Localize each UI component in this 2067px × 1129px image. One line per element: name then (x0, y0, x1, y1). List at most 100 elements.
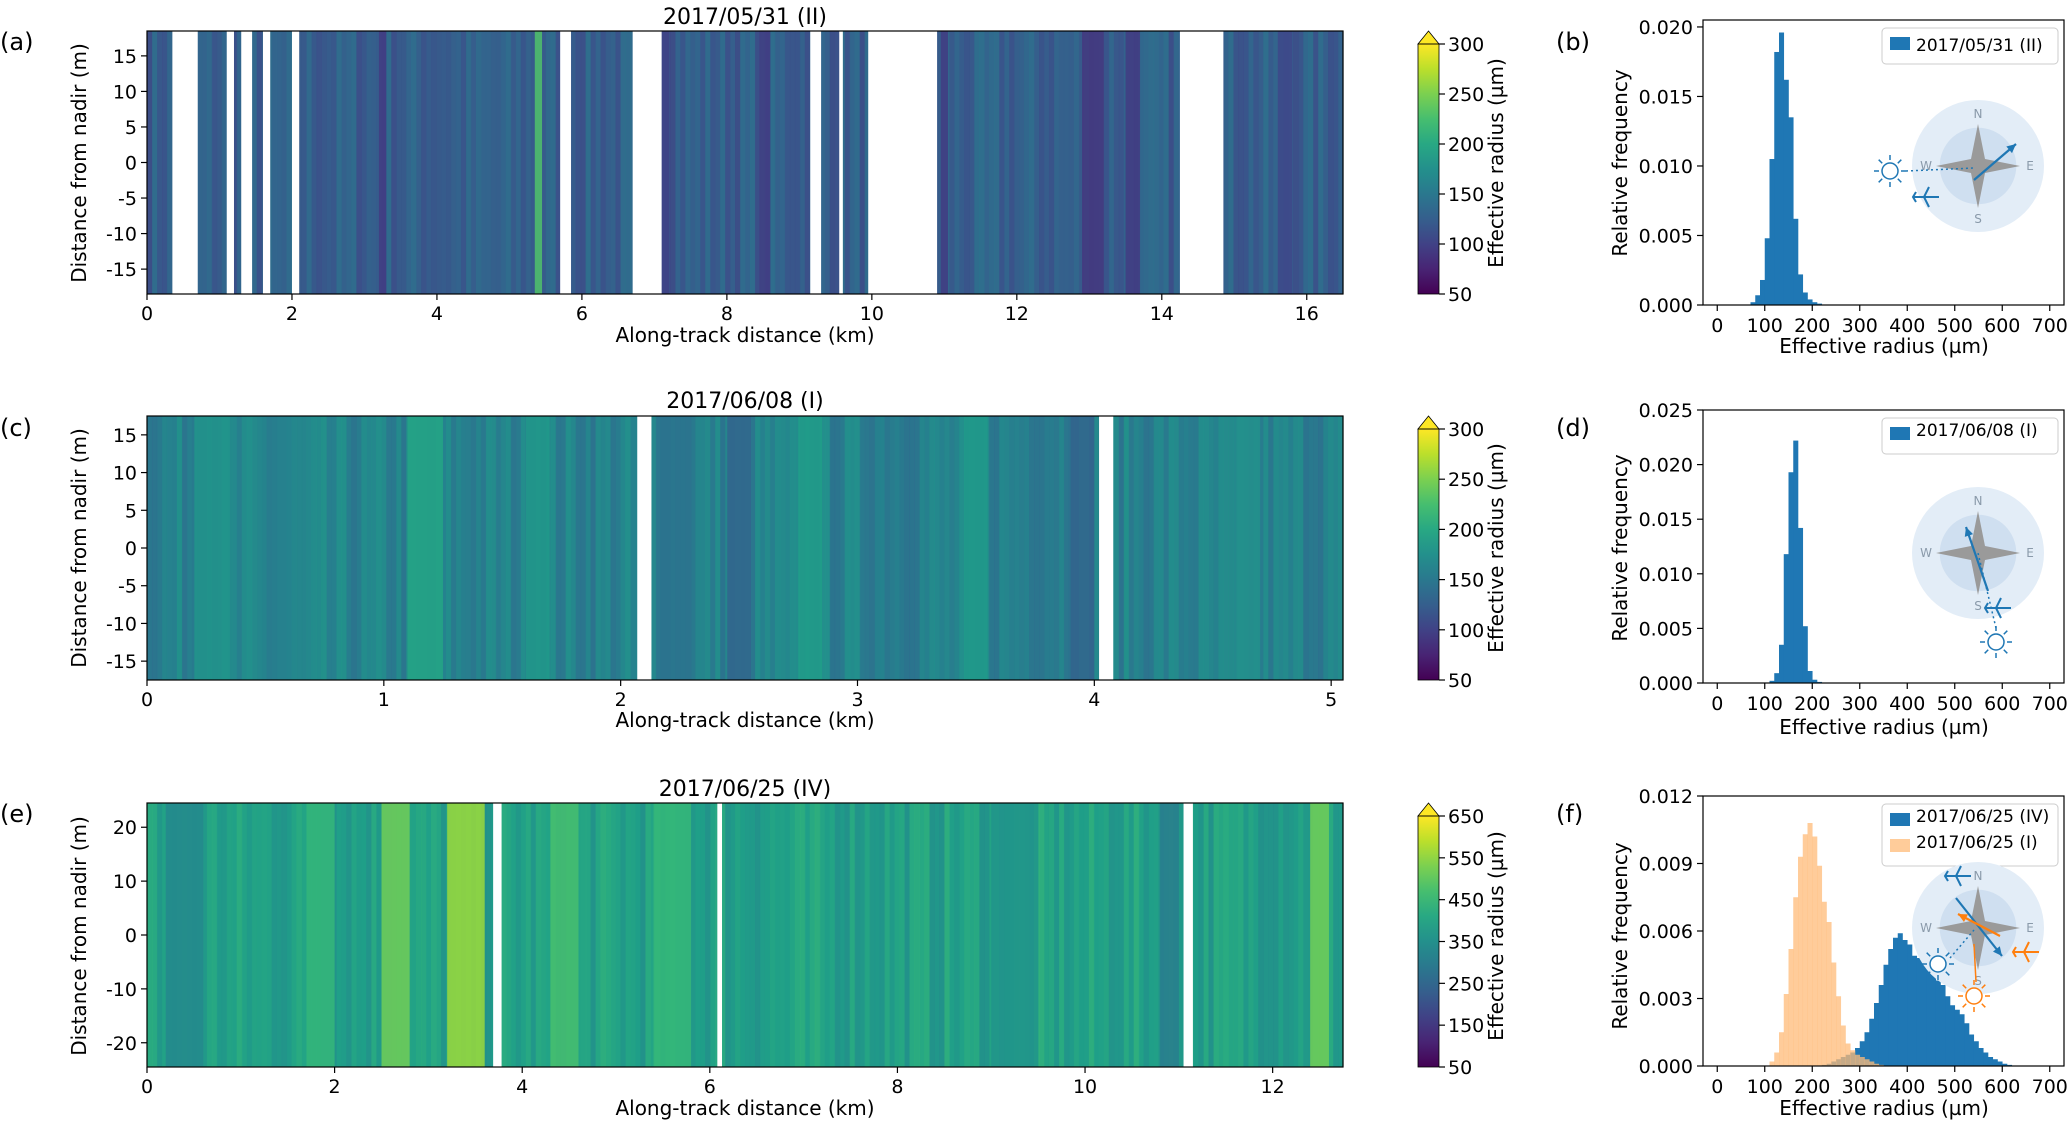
heatmap-cell (849, 416, 856, 680)
heatmap-cell (774, 31, 781, 294)
y-tick-label: -5 (118, 188, 137, 210)
sun-ray-line (1973, 943, 1977, 983)
histogram-bar (1997, 1061, 2003, 1066)
heatmap-cell (1148, 31, 1155, 294)
heatmap-cell (695, 31, 701, 294)
histogram-bar (1769, 680, 1775, 683)
histogram-bar (1874, 1063, 1880, 1066)
heatmap-cell (1153, 416, 1160, 680)
heatmap-cell (1093, 416, 1100, 680)
histogram-bar (1897, 933, 1903, 1066)
flight-arrow-head (1964, 527, 1974, 537)
colorbar-tick-label: 100 (1448, 620, 1484, 642)
heatmap-cell (705, 416, 711, 680)
data-gap (1179, 31, 1224, 294)
x-tick-label: 500 (1937, 315, 1973, 337)
heatmap-cell (271, 31, 278, 294)
histogram-bar (1769, 159, 1775, 305)
heatmap-cell (520, 416, 527, 680)
histogram-bar (1935, 980, 1941, 1066)
y-tick-label: 0 (125, 153, 137, 175)
heatmap-cell (735, 803, 741, 1067)
heatmap-cell (929, 803, 935, 1067)
histogram-bar (1807, 823, 1813, 1066)
y-tick-label: 15 (113, 425, 137, 447)
heatmap-cell (939, 416, 945, 680)
heatmap-cell (336, 31, 342, 294)
heatmap-cell (336, 803, 342, 1067)
heatmap-cell (460, 31, 467, 294)
heatmap-cell (1058, 416, 1065, 680)
heatmap-cell (580, 31, 587, 294)
colorbar-tick-label: 250 (1448, 84, 1484, 106)
compass-rose-icon (1936, 511, 2020, 595)
heatmap-panel-a: 2017/05/31 (II) 0 2 4 6 8 10 12 14 16 -15 -10 -5 0 5 1… (67, 5, 1508, 347)
data-gap (632, 31, 662, 294)
heatmap-cell (720, 416, 726, 680)
x-tick-label: 300 (1842, 693, 1878, 715)
heatmap-cell (1014, 31, 1020, 294)
heatmap-cell (580, 803, 587, 1067)
heatmap-cell (446, 416, 452, 680)
compass-south-label: S (1974, 599, 1982, 613)
heatmap-cell (715, 416, 721, 680)
heatmap-cell (1123, 416, 1130, 680)
heatmap-cell (1293, 416, 1299, 680)
heatmap-cell (1158, 31, 1165, 294)
sun-ray (1981, 1003, 1986, 1008)
heatmap-cell (470, 31, 477, 294)
heatmap-cell (296, 31, 303, 294)
heatmap-streak (656, 416, 692, 680)
plane-icon (2011, 941, 2039, 963)
heatmap-cell (1063, 416, 1070, 680)
heatmap-cell (944, 416, 950, 680)
histogram-panel-d: 0 100 200 300 400 500 600 700 0.000 0.005 0.010 0.0… (1608, 400, 2067, 739)
heatmap-streak (1125, 31, 1141, 294)
heatmap-cell (1273, 31, 1279, 294)
heatmap-cell (1158, 416, 1165, 680)
heatmap-cell (1048, 803, 1055, 1067)
heatmap-cell (386, 31, 392, 294)
heatmap-cell (1053, 31, 1060, 294)
histogram-bar (1878, 985, 1884, 1066)
heatmap-cell (949, 803, 955, 1067)
data-gap (868, 31, 938, 294)
data-gap (717, 803, 723, 1067)
y-tick-label: 0 (125, 925, 137, 947)
histogram-bar (1807, 299, 1813, 305)
panel-letter-e: (e) (0, 800, 34, 828)
heatmap-cell (1243, 31, 1249, 294)
heatmap-cell (769, 803, 776, 1067)
data-gap (810, 31, 822, 294)
heatmap-cell (959, 31, 965, 294)
histogram-bar (1893, 937, 1899, 1066)
heatmap-streak (447, 803, 485, 1067)
heatmap-cell (819, 416, 826, 680)
heatmap-cell (1048, 416, 1055, 680)
heatmap-cell (1188, 416, 1195, 680)
heatmap-streak (727, 416, 751, 680)
sun-ray (2003, 630, 2008, 635)
heatmap-cell (1193, 803, 1200, 1067)
heatmap-cell (839, 416, 846, 680)
heatmap-cell (1004, 416, 1010, 680)
heatmap-cell (869, 803, 876, 1067)
colorbar-tick-label: 450 (1448, 890, 1484, 912)
heatmap-cell (984, 31, 990, 294)
legend-label: 2017/06/08 (I) (1916, 421, 2038, 441)
heatmap-cell (291, 416, 298, 680)
heatmap-cell (1019, 31, 1025, 294)
heatmap-cell (844, 416, 851, 680)
heatmap-cell (1323, 31, 1329, 294)
legend-label: 2017/06/25 (IV) (1916, 807, 2049, 827)
heatmap-cell (625, 31, 631, 294)
heatmap-cell (1063, 31, 1070, 294)
colorbar-tick-label: 50 (1448, 670, 1472, 692)
compass-rose-icon (1936, 124, 2020, 208)
heatmap-cell (600, 31, 607, 294)
colorbar-tick-label: 300 (1448, 34, 1484, 56)
heatmap-cell (426, 31, 432, 294)
heatmap-cell (1233, 803, 1239, 1067)
sun-disc (1987, 633, 2005, 651)
x-tick-label: 6 (704, 1076, 716, 1098)
